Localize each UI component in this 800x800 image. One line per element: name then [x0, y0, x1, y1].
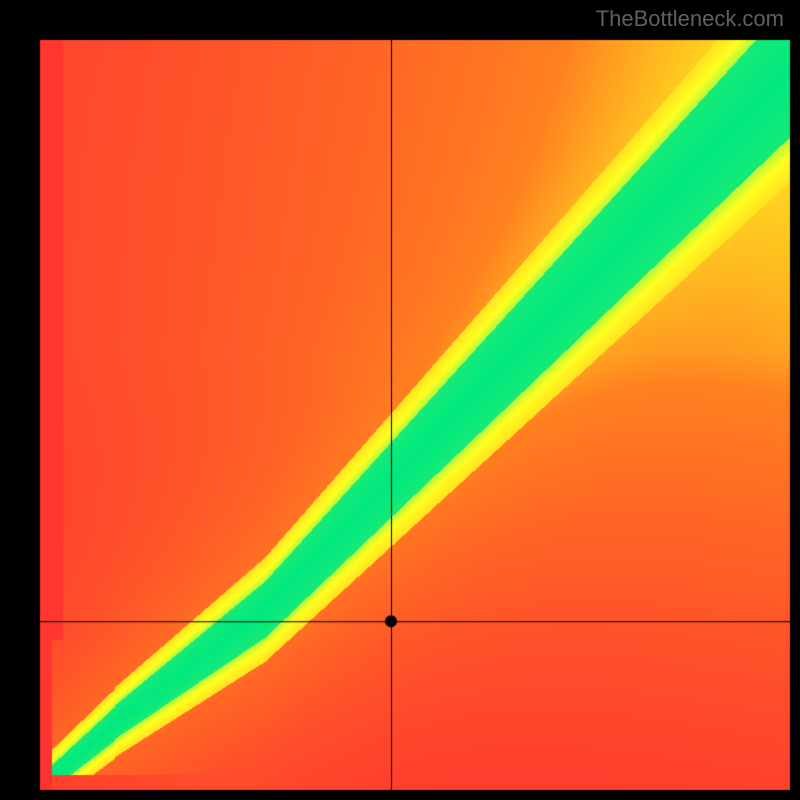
- bottleneck-heatmap: [0, 0, 800, 800]
- watermark-text: TheBottleneck.com: [596, 6, 784, 32]
- chart-container: TheBottleneck.com: [0, 0, 800, 800]
